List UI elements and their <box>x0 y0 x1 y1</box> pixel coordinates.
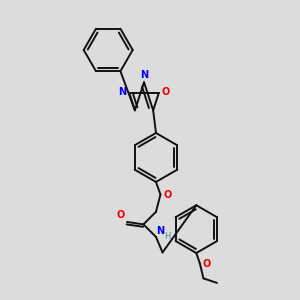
Text: N: N <box>140 70 148 80</box>
Text: N: N <box>118 87 126 97</box>
Text: O: O <box>117 210 125 220</box>
Text: N: N <box>157 226 165 236</box>
Text: O: O <box>162 87 170 97</box>
Text: O: O <box>163 190 171 200</box>
Text: H: H <box>164 232 171 242</box>
Text: O: O <box>202 259 211 269</box>
